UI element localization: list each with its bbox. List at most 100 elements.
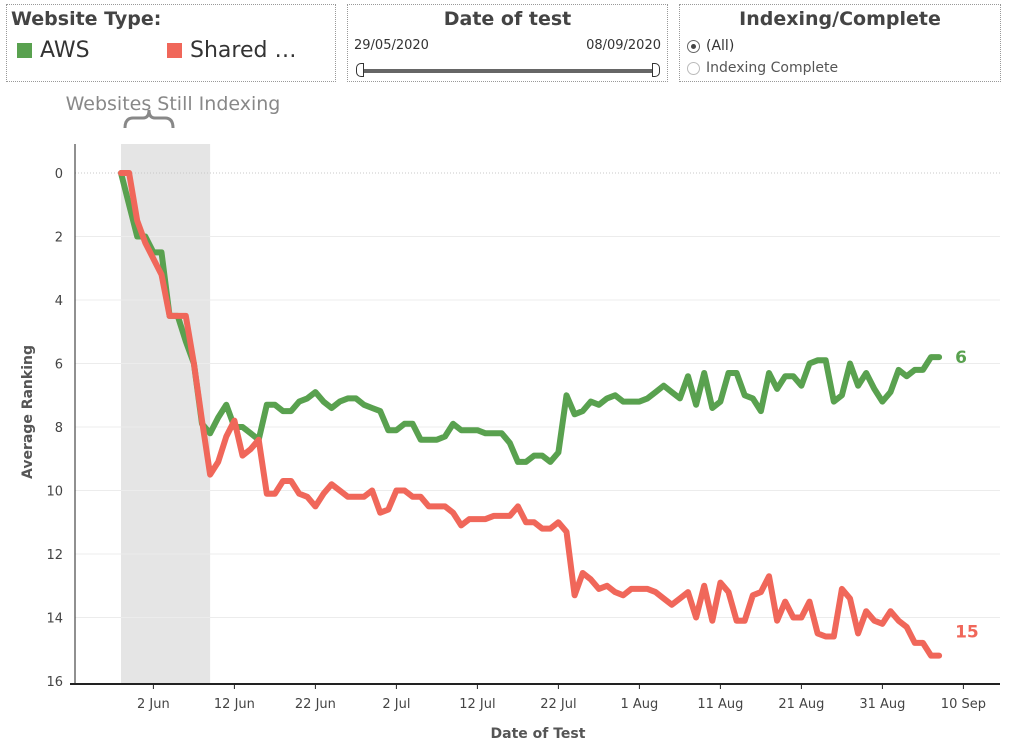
data-point-shared: [833, 635, 835, 638]
data-point-shared: [257, 438, 260, 441]
data-point-shared: [120, 172, 122, 174]
data-point-shared: [776, 619, 778, 622]
data-point-aws: [217, 416, 219, 419]
date-range-start-handle[interactable]: [356, 63, 364, 77]
y-tick-label: 14: [46, 612, 63, 627]
data-point-aws: [338, 400, 341, 403]
data-point-shared: [249, 448, 252, 451]
data-point-shared: [436, 505, 438, 508]
x-tick-label: 1 Aug: [621, 697, 659, 712]
legend-panel: Website Type: AWS Shared …: [6, 4, 336, 82]
data-point-shared: [630, 588, 633, 590]
x-tick-label: 21 Aug: [778, 697, 824, 712]
data-point-aws: [411, 423, 414, 425]
x-tick-label: 31 Aug: [859, 697, 905, 712]
data-point-aws: [581, 410, 584, 412]
date-filter-start: 29/05/2020: [354, 38, 429, 53]
data-point-shared: [152, 257, 155, 260]
data-point-aws: [914, 369, 916, 371]
data-point-aws: [638, 400, 641, 403]
data-point-shared: [444, 505, 446, 508]
legend-item-aws[interactable]: AWS: [17, 38, 90, 63]
data-point-aws: [752, 397, 754, 400]
data-point-aws: [824, 359, 827, 362]
data-point-shared: [557, 521, 560, 524]
data-point-shared: [233, 419, 236, 422]
data-point-aws: [298, 400, 301, 403]
data-point-shared: [330, 483, 333, 485]
data-point-shared: [581, 572, 584, 574]
radio-option-all[interactable]: (All): [687, 38, 734, 54]
data-point-aws: [266, 403, 268, 406]
radio-option-indexing-complete[interactable]: Indexing Complete: [687, 60, 838, 76]
data-point-aws: [525, 461, 527, 463]
data-point-aws: [314, 391, 317, 393]
data-point-aws: [274, 403, 276, 406]
data-point-shared: [889, 610, 892, 612]
y-tick-label: 6: [55, 358, 63, 373]
y-tick-label: 12: [46, 548, 63, 563]
data-point-aws: [833, 400, 835, 403]
data-point-shared: [193, 362, 195, 365]
legend-item-shared[interactable]: Shared …: [167, 38, 296, 63]
data-point-shared: [225, 435, 228, 438]
data-point-aws: [452, 423, 454, 425]
data-point-aws: [379, 410, 382, 412]
data-point-aws: [136, 235, 138, 238]
data-point-shared: [160, 273, 163, 276]
data-point-shared: [468, 518, 471, 520]
data-point-shared: [646, 588, 649, 590]
data-point-shared: [638, 588, 641, 590]
data-point-shared: [760, 591, 762, 593]
data-point-shared: [614, 591, 616, 593]
data-point-aws: [727, 372, 730, 374]
data-point-shared: [509, 515, 511, 517]
data-point-shared: [517, 505, 519, 508]
data-point-aws: [476, 429, 479, 431]
data-point-aws: [484, 432, 487, 435]
data-point-shared: [752, 594, 754, 597]
data-point-aws: [857, 384, 859, 387]
data-point-aws: [905, 375, 908, 378]
data-point-aws: [897, 369, 900, 371]
radio-selected-icon[interactable]: [687, 39, 700, 53]
data-point-aws: [881, 400, 884, 403]
data-point-aws: [841, 394, 843, 397]
x-tick-label: 12 Jun: [214, 697, 255, 712]
data-point-shared: [897, 619, 900, 622]
data-point-shared: [711, 619, 714, 622]
indexing-filter-title: Indexing/Complete: [739, 8, 941, 30]
x-tick-label: 12 Jul: [459, 697, 495, 712]
data-point-aws: [363, 403, 365, 406]
data-point-shared: [144, 242, 147, 244]
data-point-shared: [241, 454, 244, 457]
legend-label-shared: Shared …: [190, 38, 297, 63]
radio-unselected-icon[interactable]: [687, 61, 700, 75]
data-point-aws: [500, 432, 503, 435]
data-point-aws: [654, 391, 657, 393]
data-point-aws: [509, 442, 511, 444]
data-point-aws: [306, 397, 309, 400]
data-point-shared: [347, 496, 349, 498]
data-point-aws: [922, 369, 924, 371]
date-range-end-handle[interactable]: [652, 63, 660, 77]
data-point-shared: [881, 623, 884, 625]
data-point-aws: [671, 391, 673, 393]
indexing-filter-panel: Indexing/Complete (All) Indexing Complet…: [679, 4, 1001, 82]
data-point-shared: [460, 524, 463, 527]
data-point-aws: [549, 461, 552, 463]
data-point-aws: [792, 375, 795, 378]
data-point-shared: [428, 505, 430, 508]
data-point-shared: [743, 619, 746, 622]
data-point-aws: [622, 400, 624, 403]
data-point-aws: [282, 410, 284, 412]
data-point-aws: [573, 413, 576, 416]
date-range-slider-track[interactable]: [360, 69, 656, 73]
x-tick-label: 2 Jun: [137, 697, 170, 712]
data-point-shared: [662, 597, 665, 600]
data-point-aws: [800, 384, 803, 387]
y-tick-label: 10: [46, 485, 63, 500]
data-point-aws: [541, 454, 543, 457]
data-point-shared: [168, 315, 171, 317]
